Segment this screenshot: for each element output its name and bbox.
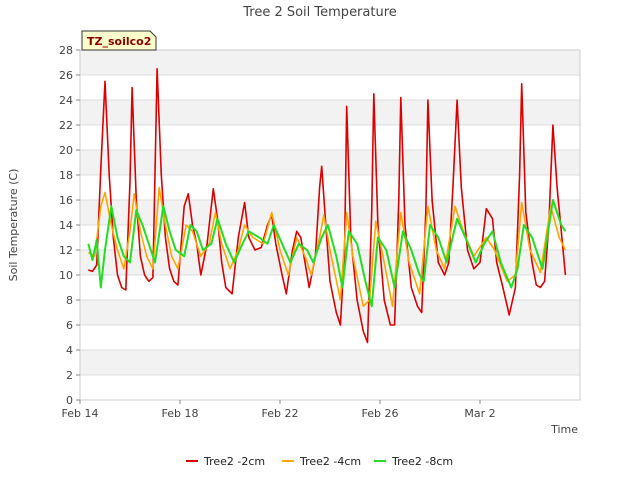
plot-bands bbox=[80, 50, 580, 375]
chart-title: Tree 2 Soil Temperature bbox=[242, 5, 397, 20]
plot-band bbox=[80, 150, 580, 175]
y-tick-label: 10 bbox=[59, 269, 73, 282]
badge-shape bbox=[81, 30, 157, 51]
y-tick-label: 8 bbox=[66, 294, 73, 307]
x-tick-label: Feb 22 bbox=[262, 407, 299, 420]
y-tick-label: 22 bbox=[59, 119, 73, 132]
badge-label: TZ_soilco2 bbox=[87, 35, 151, 48]
legend-label: Tree2 -2cm bbox=[203, 455, 265, 468]
x-tick-label: Feb 26 bbox=[362, 407, 399, 420]
x-tick-label: Feb 18 bbox=[162, 407, 199, 420]
y-tick-label: 28 bbox=[59, 44, 73, 57]
sensor-badge: TZ_soilco2 bbox=[81, 30, 157, 51]
y-tick-label: 2 bbox=[66, 369, 73, 382]
series-line-1 bbox=[88, 68, 567, 344]
y-tick-label: 20 bbox=[59, 144, 73, 157]
legend: Tree2 -2cm Tree2 -4cm Tree2 -8cm bbox=[186, 455, 453, 468]
plot-band bbox=[80, 50, 580, 75]
legend-label: Tree2 -8cm bbox=[391, 455, 453, 468]
y-tick-label: 14 bbox=[59, 219, 73, 232]
x-axis: Feb 14 Feb 18 Feb 22 Feb 26 Mar 2 bbox=[62, 400, 496, 420]
plot-band bbox=[80, 100, 580, 125]
y-axis-label: Soil Temperature (C) bbox=[7, 169, 20, 282]
legend-label: Tree2 -4cm bbox=[299, 455, 361, 468]
x-tick-label: Mar 2 bbox=[464, 407, 495, 420]
plot-band bbox=[80, 350, 580, 375]
y-tick-label: 16 bbox=[59, 194, 73, 207]
y-tick-label: 0 bbox=[66, 394, 73, 407]
y-tick-label: 12 bbox=[59, 244, 73, 257]
y-tick-label: 26 bbox=[59, 69, 73, 82]
series-line-3 bbox=[87, 199, 567, 308]
x-tick-label: Feb 14 bbox=[62, 407, 99, 420]
y-tick-label: 24 bbox=[59, 94, 73, 107]
x-axis-label: Time bbox=[550, 423, 578, 436]
y-tick-label: 6 bbox=[66, 319, 73, 332]
plot-band bbox=[80, 300, 580, 325]
series-lines bbox=[87, 68, 567, 344]
y-tick-label: 18 bbox=[59, 169, 73, 182]
y-tick-label: 4 bbox=[66, 344, 73, 357]
